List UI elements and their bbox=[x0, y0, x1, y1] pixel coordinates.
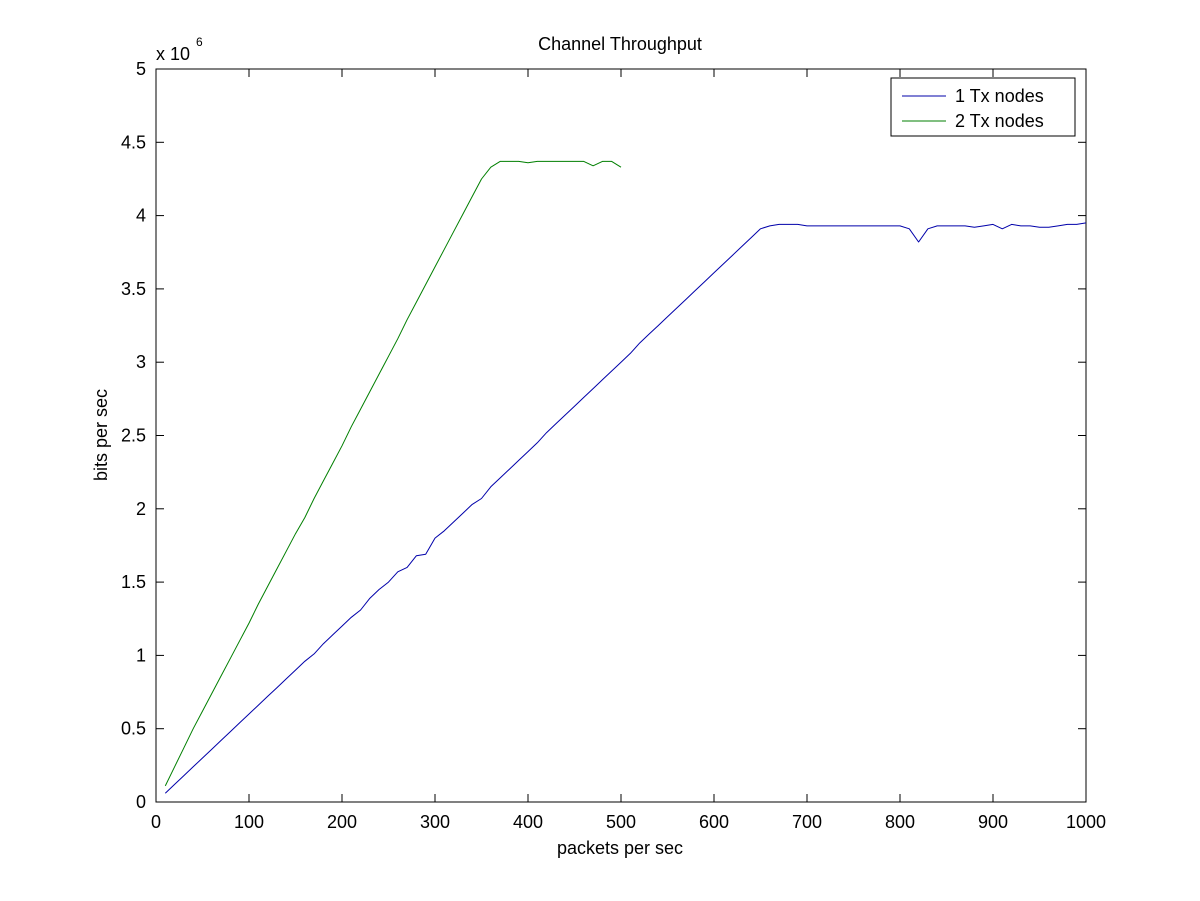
series-line-2-tx bbox=[164, 160, 622, 787]
legend-label-1-tx: 1 Tx nodes bbox=[955, 86, 1044, 106]
y-axis-exponent: 6 bbox=[196, 35, 203, 49]
y-tick-label: 2.5 bbox=[121, 426, 146, 446]
y-tick-label: 3 bbox=[136, 352, 146, 372]
y-tick-label: 1 bbox=[136, 645, 146, 665]
x-tick-label: 300 bbox=[420, 812, 450, 832]
x-tick-label: 400 bbox=[513, 812, 543, 832]
y-tick-label: 2 bbox=[136, 499, 146, 519]
x-tick-label: 800 bbox=[885, 812, 915, 832]
axis-ticks bbox=[155, 68, 1087, 803]
y-tick-label: 4 bbox=[136, 206, 146, 226]
x-tick-label: 200 bbox=[327, 812, 357, 832]
x-tick-label: 600 bbox=[699, 812, 729, 832]
x-tick-label: 900 bbox=[978, 812, 1008, 832]
data-lines bbox=[164, 160, 1087, 794]
axis-tick-labels: 0 100 200 300 400 500 600 700 800 900 1000 0 0.5 1 1.5… bbox=[121, 59, 1106, 832]
y-axis-label: bits per sec bbox=[91, 389, 111, 481]
y-axis-multiplier: x 10 bbox=[156, 44, 190, 64]
y-tick-label: 1.5 bbox=[121, 572, 146, 592]
x-tick-label: 700 bbox=[792, 812, 822, 832]
x-tick-label: 100 bbox=[234, 812, 264, 832]
y-tick-label: 5 bbox=[136, 59, 146, 79]
y-tick-label: 0.5 bbox=[121, 719, 146, 739]
legend-label-2-tx: 2 Tx nodes bbox=[955, 111, 1044, 131]
chart-title: Channel Throughput bbox=[538, 34, 702, 54]
legend-box bbox=[890, 77, 1076, 137]
x-axis-label: packets per sec bbox=[557, 838, 683, 858]
y-tick-label: 3.5 bbox=[121, 279, 146, 299]
y-tick-label: 4.5 bbox=[121, 132, 146, 152]
x-tick-label: 500 bbox=[606, 812, 636, 832]
y-tick-label: 0 bbox=[136, 792, 146, 812]
x-tick-label: 0 bbox=[151, 812, 161, 832]
x-tick-label: 1000 bbox=[1066, 812, 1106, 832]
legend: 1 Tx nodes 2 Tx nodes bbox=[890, 77, 1076, 137]
series-line-1-tx bbox=[164, 222, 1087, 794]
